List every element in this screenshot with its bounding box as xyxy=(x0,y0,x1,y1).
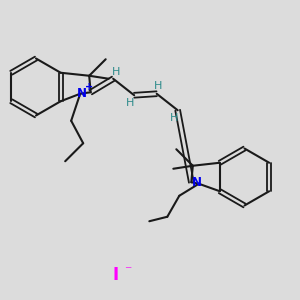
Text: I: I xyxy=(112,266,118,284)
Text: H: H xyxy=(111,67,120,77)
Text: H: H xyxy=(154,81,162,91)
Text: H: H xyxy=(170,113,178,123)
Text: ⁻: ⁻ xyxy=(124,264,132,278)
Text: H: H xyxy=(125,98,134,108)
Text: N: N xyxy=(77,87,87,100)
Text: N: N xyxy=(192,176,202,189)
Text: +: + xyxy=(85,82,93,92)
